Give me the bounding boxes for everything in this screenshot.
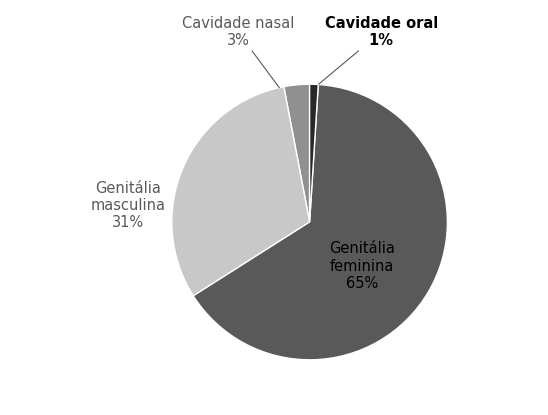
Wedge shape	[310, 84, 318, 222]
Wedge shape	[193, 85, 447, 360]
Wedge shape	[172, 87, 310, 296]
Text: Cavidade oral
1%: Cavidade oral 1%	[318, 16, 438, 84]
Text: Genitália
feminina
65%: Genitália feminina 65%	[329, 241, 395, 291]
Text: Genitália
masculina
31%: Genitália masculina 31%	[90, 181, 165, 230]
Text: Cavidade nasal
3%: Cavidade nasal 3%	[182, 16, 294, 88]
Wedge shape	[284, 84, 310, 222]
